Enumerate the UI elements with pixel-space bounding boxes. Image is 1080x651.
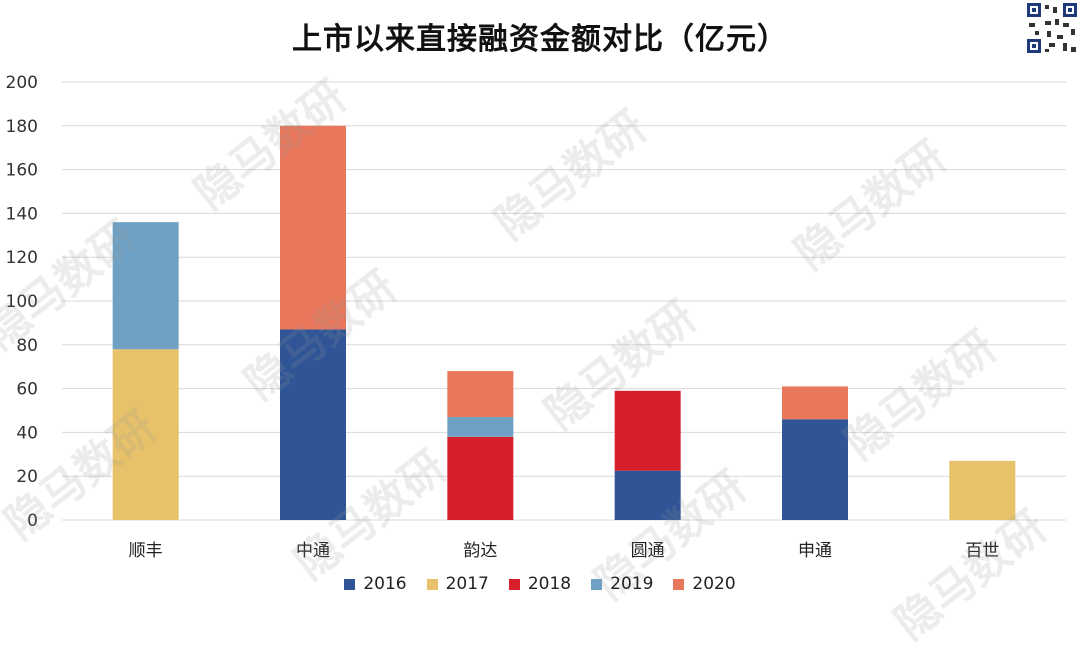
bar-segment — [280, 125, 346, 330]
legend-swatch — [508, 578, 520, 590]
bar-segment — [782, 386, 848, 420]
legend-swatch — [591, 578, 603, 590]
bar-segment — [782, 419, 848, 520]
qr-code-icon — [1026, 2, 1078, 54]
legend-swatch — [673, 578, 685, 590]
y-tick-label: 160 — [6, 161, 38, 181]
y-tick-label: 180 — [6, 117, 38, 137]
bar-segment — [280, 329, 346, 520]
y-tick-label: 20 — [16, 467, 38, 487]
x-category-label: 顺丰 — [129, 541, 163, 561]
legend-label: 2019 — [610, 574, 654, 594]
y-tick-label: 80 — [16, 336, 38, 356]
y-tick-label: 0 — [27, 511, 38, 531]
bar-segment — [112, 222, 179, 350]
y-tick-label: 200 — [6, 73, 38, 93]
bar-segment — [447, 371, 514, 418]
x-category-label: 申通 — [798, 541, 832, 561]
legend-item: 2020 — [673, 574, 736, 594]
legend-item: 2017 — [426, 574, 489, 594]
legend-swatch — [344, 578, 356, 590]
x-category-label: 韵达 — [463, 541, 497, 561]
bar-segment — [614, 390, 681, 471]
x-category-label: 中通 — [296, 541, 330, 561]
legend-item: 2019 — [591, 574, 653, 594]
x-category-label: 圆通 — [631, 541, 665, 561]
legend-swatch — [426, 578, 438, 590]
x-category-label: 百世 — [965, 541, 999, 561]
legend-label: 2018 — [527, 574, 572, 594]
y-tick-label: 120 — [6, 248, 38, 268]
chart-legend: 2016 2017 2018 2019 2020 — [0, 574, 1080, 594]
y-tick-label: 40 — [16, 423, 38, 443]
legend-label: 2016 — [363, 574, 407, 594]
legend-item: 2018 — [508, 574, 572, 594]
legend-item: 2016 — [344, 574, 407, 594]
bar-segment — [112, 349, 179, 520]
y-tick-label: 100 — [6, 292, 38, 312]
y-tick-label: 60 — [16, 380, 38, 400]
bar-segment — [614, 470, 681, 520]
chart-title: 上市以来直接融资金额对比（亿元） — [292, 22, 788, 57]
bar-segment — [949, 460, 1016, 520]
stacked-bar-chart: 0 20 40 60 80 100 120 140 160 180 200 顺丰 中通 韵达 圆通 申通 百世 — [6, 73, 1066, 561]
y-tick-label: 140 — [6, 204, 38, 224]
bar-segment — [447, 417, 514, 437]
legend-label: 2017 — [445, 574, 489, 594]
legend-label: 2020 — [692, 574, 736, 594]
bar-segment — [447, 436, 514, 520]
